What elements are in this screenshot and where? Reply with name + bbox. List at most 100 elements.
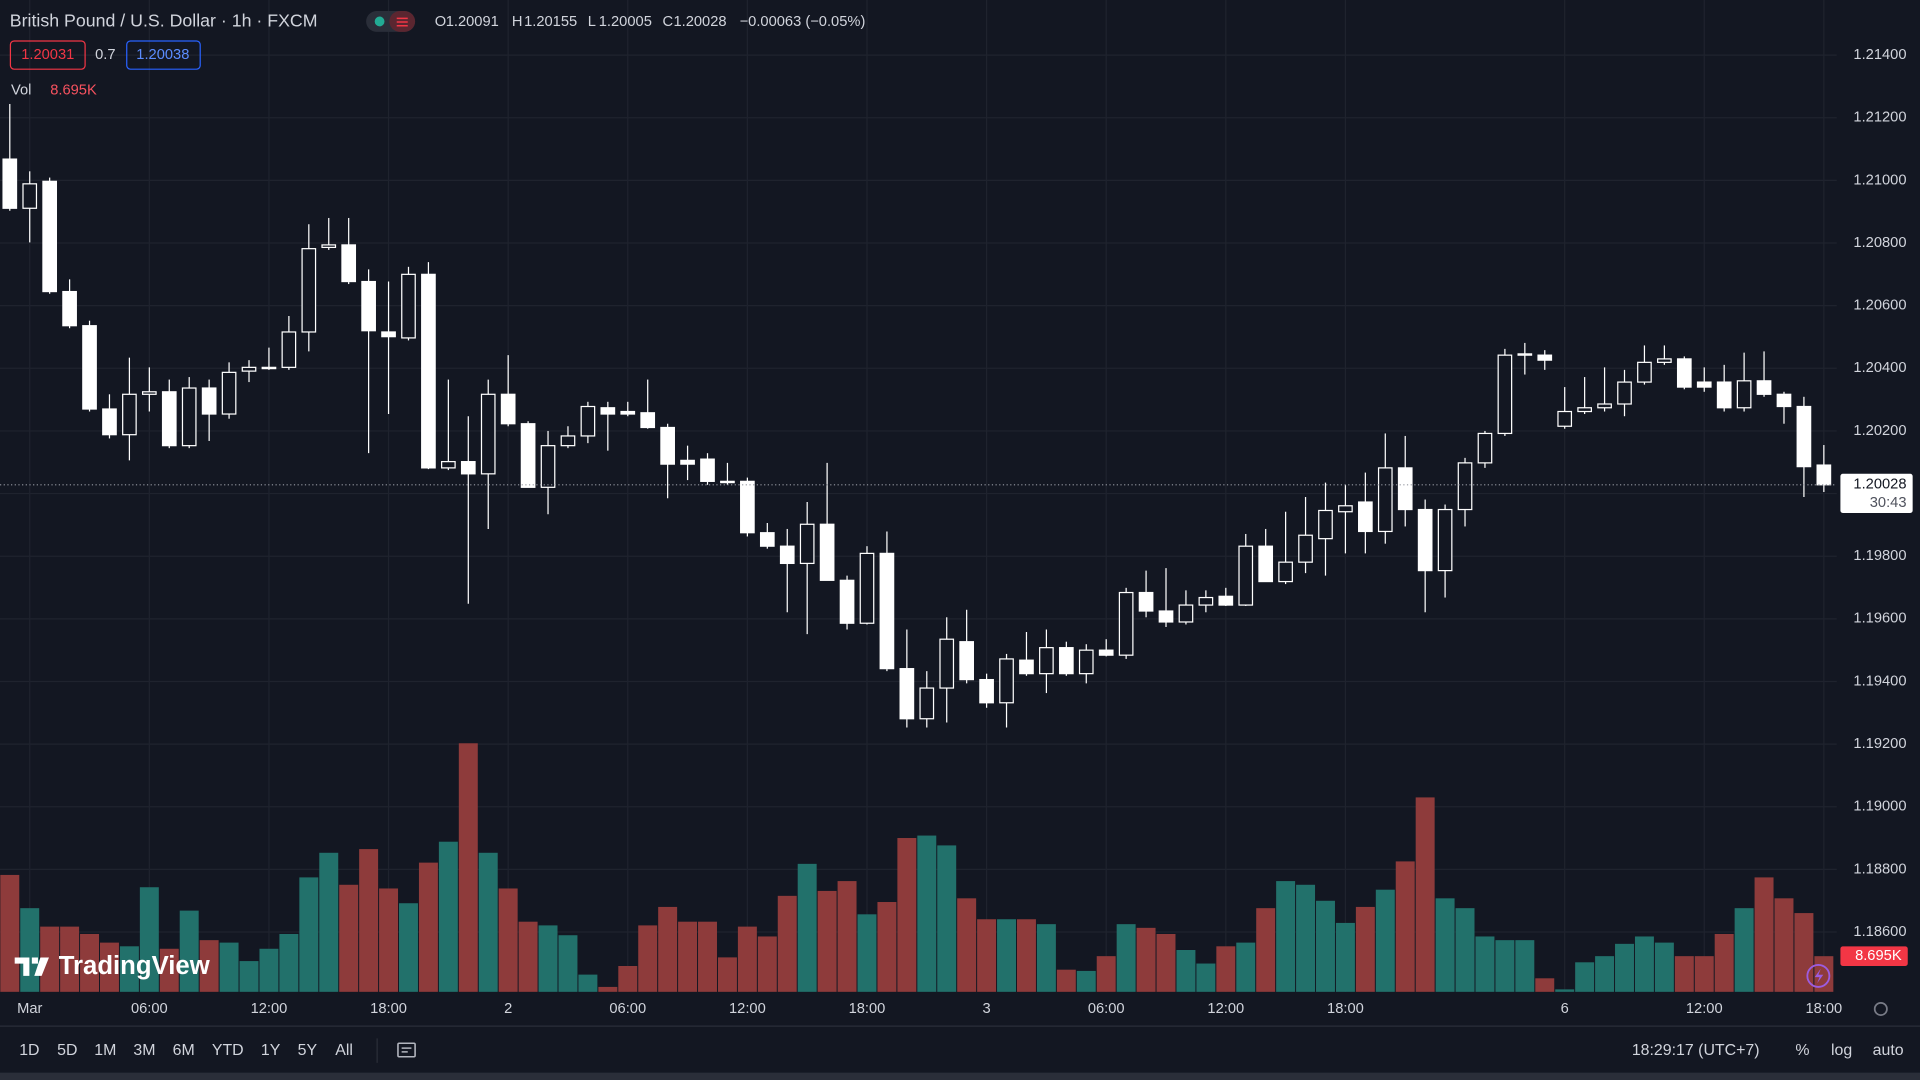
ohlc-value: 1.20155 [524, 14, 577, 30]
symbol-title: British Pound / U.S. Dollar · 1h · FXCM [10, 11, 318, 31]
volume-bar [1535, 978, 1555, 992]
candle-body [999, 658, 1014, 704]
candle-body [341, 244, 357, 283]
volume-bar [1515, 940, 1535, 992]
y-tick-label: 1.19400 [1853, 673, 1906, 689]
range-button[interactable]: 3M [133, 1042, 155, 1059]
volume-bar [1575, 962, 1595, 992]
candle-body [1796, 405, 1812, 468]
candle-body [1457, 462, 1473, 511]
volume-bar [658, 906, 678, 992]
volume-bar [1196, 963, 1216, 992]
visibility-toggle[interactable] [366, 11, 416, 32]
x-tick-label: 12:00 [1207, 1001, 1244, 1017]
candle-body [1537, 354, 1553, 361]
candle-body [480, 393, 496, 475]
x-tick-label: 18:00 [370, 1001, 407, 1017]
candle-body [799, 523, 815, 565]
scale-option[interactable]: auto [1873, 1042, 1904, 1059]
candle-body [181, 387, 197, 447]
volume-bar [40, 926, 60, 992]
candle-body [1358, 501, 1373, 533]
volume-bar [498, 888, 518, 992]
range-button[interactable]: 5Y [298, 1042, 318, 1059]
candle-body [1238, 545, 1254, 606]
bid-box[interactable] [9, 40, 86, 70]
volume-bar [1555, 989, 1575, 992]
logo: TradingView [14, 952, 211, 980]
volume-bar [1734, 908, 1754, 992]
volume-bar [219, 942, 239, 992]
volume-badge [1840, 946, 1908, 966]
candle-body [281, 331, 297, 368]
volume-bar [638, 925, 658, 992]
volume-bar [997, 919, 1017, 992]
candles [2, 103, 1832, 728]
candle-body [1676, 358, 1692, 388]
candle-body [2, 158, 18, 209]
volume-bar [1116, 924, 1136, 992]
x-tick-label: 6 [1561, 1001, 1569, 1017]
candle-body [1816, 464, 1832, 486]
clock[interactable]: 18:29:17 (UTC+7) [1632, 1042, 1760, 1059]
range-button[interactable]: 1M [94, 1042, 116, 1059]
volume-bar [299, 877, 319, 992]
scale-option[interactable]: % [1795, 1042, 1809, 1059]
y-tick-label: 1.18600 [1853, 924, 1906, 940]
volume-bar [1395, 861, 1415, 992]
settings-icon[interactable] [1873, 1002, 1888, 1016]
candle-body [42, 180, 58, 293]
candle-body [1716, 381, 1732, 409]
candle-body [560, 435, 576, 447]
volume-bar [20, 908, 40, 992]
volume-bar [1615, 943, 1634, 992]
price-badge-countdown: 30:43 [1870, 495, 1907, 511]
ohlc-letter: O [435, 14, 446, 30]
candle-body [1657, 358, 1672, 363]
candle-body [540, 445, 556, 488]
volume-bar [99, 942, 119, 992]
x-tick-label: 06:00 [1088, 1001, 1125, 1017]
candle-body [1736, 380, 1752, 409]
compare-icon[interactable] [397, 1042, 416, 1058]
y-tick-label: 1.21400 [1853, 47, 1906, 63]
volume-bar [0, 874, 20, 992]
x-tick-label: 3 [983, 1001, 991, 1017]
range-button[interactable]: 1D [19, 1042, 39, 1059]
candle-body [520, 423, 536, 488]
volume-bar [1016, 919, 1036, 992]
volume-bar [199, 940, 219, 992]
candle-body [1577, 407, 1592, 413]
range-button[interactable]: 1Y [261, 1042, 281, 1059]
volume-bar [259, 948, 279, 992]
volume-bar [518, 921, 538, 992]
bid: 1.20031 [21, 47, 74, 63]
ohlc-value: 1.20028 [673, 14, 726, 30]
volume-bar [478, 852, 498, 992]
volume-bar [678, 921, 698, 992]
candle-body [1338, 505, 1353, 513]
range-button[interactable]: All [335, 1042, 353, 1059]
candle-body [839, 579, 855, 624]
y-tick-label: 1.19000 [1853, 799, 1906, 815]
alert-icon[interactable] [1806, 963, 1831, 988]
ask-box[interactable] [126, 40, 201, 70]
scale-option[interactable]: log [1831, 1042, 1852, 1059]
volume-legend-value: 8.695K [50, 82, 97, 98]
y-tick-label: 1.18800 [1853, 861, 1906, 877]
candle-body [620, 410, 636, 415]
volume-bar [438, 841, 458, 992]
volume-bar [339, 884, 359, 992]
candle-body [1078, 649, 1094, 675]
ohlc-letter: C [662, 14, 673, 30]
range-button[interactable]: 5D [57, 1042, 77, 1059]
toolbar: 1D 5D 1M 3M 6M YTD 1Y 5Y All% log auto [19, 1042, 1904, 1059]
ask: 1.20038 [136, 47, 189, 63]
candle-body [1318, 509, 1333, 540]
candle-body [1158, 610, 1174, 623]
volume-bar [1595, 956, 1615, 992]
volume-bar [458, 743, 478, 992]
range-button[interactable]: YTD [212, 1042, 244, 1059]
ohlc-value: 1.20091 [446, 14, 499, 30]
range-button[interactable]: 6M [173, 1042, 195, 1059]
